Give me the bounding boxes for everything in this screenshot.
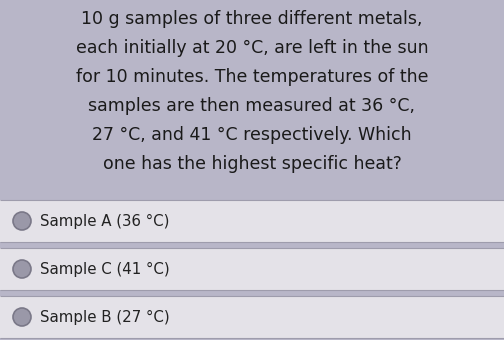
Text: Sample B (27 °C): Sample B (27 °C) bbox=[40, 309, 170, 324]
Text: 27 °C, and 41 °C respectively. Which: 27 °C, and 41 °C respectively. Which bbox=[92, 126, 412, 144]
Circle shape bbox=[13, 308, 31, 326]
Text: Sample C (41 °C): Sample C (41 °C) bbox=[40, 261, 170, 276]
Circle shape bbox=[13, 260, 31, 278]
FancyBboxPatch shape bbox=[0, 296, 504, 338]
Text: each initially at 20 °C, are left in the sun: each initially at 20 °C, are left in the… bbox=[76, 39, 428, 57]
Text: one has the highest specific heat?: one has the highest specific heat? bbox=[102, 155, 402, 173]
Text: Sample A (36 °C): Sample A (36 °C) bbox=[40, 214, 169, 228]
Text: samples are then measured at 36 °C,: samples are then measured at 36 °C, bbox=[89, 97, 415, 115]
Text: for 10 minutes. The temperatures of the: for 10 minutes. The temperatures of the bbox=[76, 68, 428, 86]
FancyBboxPatch shape bbox=[0, 248, 504, 290]
Text: 10 g samples of three different metals,: 10 g samples of three different metals, bbox=[81, 10, 423, 28]
FancyBboxPatch shape bbox=[0, 200, 504, 242]
Circle shape bbox=[13, 212, 31, 230]
